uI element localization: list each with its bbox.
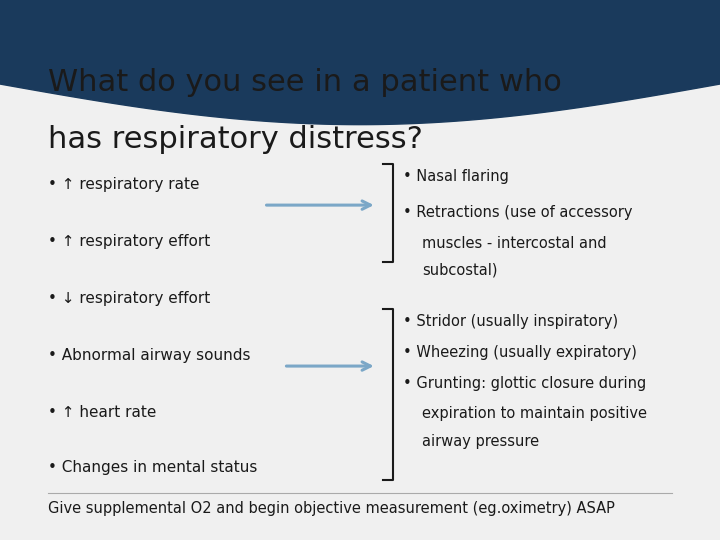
- Text: • Retractions (use of accessory: • Retractions (use of accessory: [403, 205, 633, 220]
- Text: • Changes in mental status: • Changes in mental status: [48, 460, 257, 475]
- Text: muscles - intercostal and: muscles - intercostal and: [422, 237, 606, 251]
- Text: What do you see in a patient who: What do you see in a patient who: [48, 68, 562, 97]
- Text: • Wheezing (usually expiratory): • Wheezing (usually expiratory): [403, 345, 637, 360]
- Text: • ↑ respiratory effort: • ↑ respiratory effort: [48, 234, 210, 248]
- Polygon shape: [0, 0, 720, 125]
- Text: subcostal): subcostal): [422, 262, 498, 277]
- Text: • Stridor (usually inspiratory): • Stridor (usually inspiratory): [403, 314, 618, 329]
- Text: • ↑ respiratory rate: • ↑ respiratory rate: [48, 177, 199, 192]
- Text: has respiratory distress?: has respiratory distress?: [48, 125, 423, 154]
- Text: • Grunting: glottic closure during: • Grunting: glottic closure during: [403, 376, 647, 392]
- Text: • ↑ heart rate: • ↑ heart rate: [48, 405, 156, 420]
- Text: • Nasal flaring: • Nasal flaring: [403, 169, 509, 184]
- Text: • Abnormal airway sounds: • Abnormal airway sounds: [48, 348, 251, 363]
- Text: Give supplemental O2 and begin objective measurement (eg.oximetry) ASAP: Give supplemental O2 and begin objective…: [48, 501, 615, 516]
- Text: • ↓ respiratory effort: • ↓ respiratory effort: [48, 291, 210, 306]
- Text: airway pressure: airway pressure: [422, 434, 539, 449]
- Text: expiration to maintain positive: expiration to maintain positive: [422, 406, 647, 421]
